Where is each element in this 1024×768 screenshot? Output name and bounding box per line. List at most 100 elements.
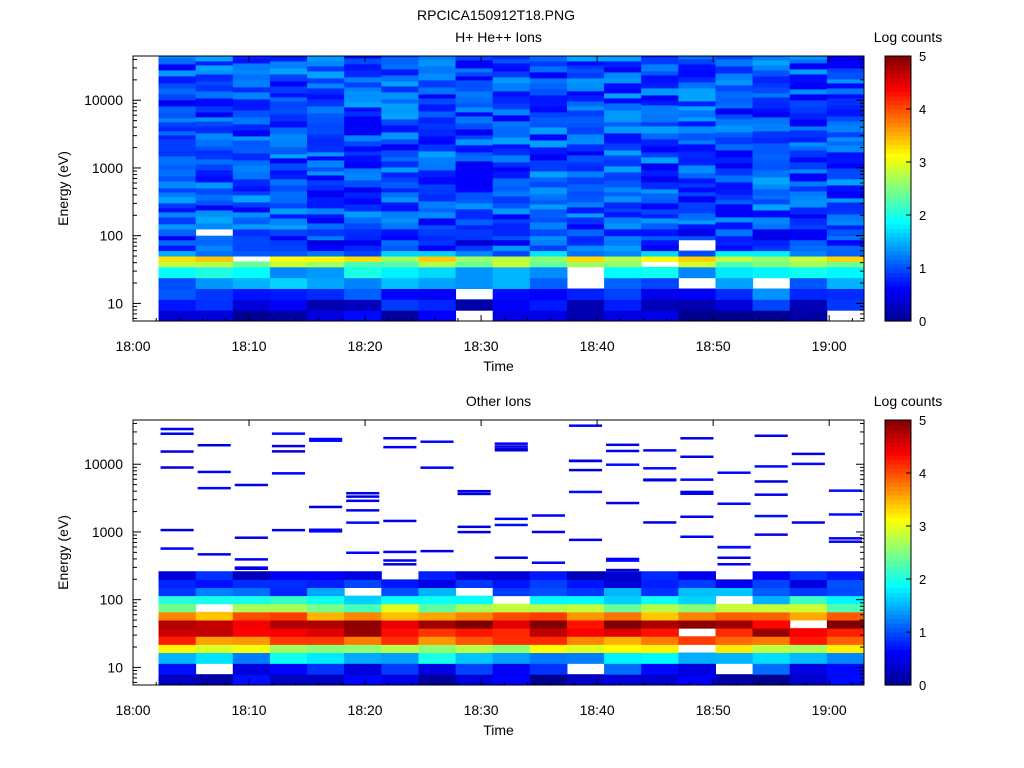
- heatmap-cell: [344, 235, 382, 241]
- heatmap-cell: [715, 266, 754, 279]
- heatmap-cell: [381, 245, 419, 252]
- heatmap-cell: [641, 208, 679, 215]
- heatmap-cell: [381, 235, 419, 241]
- heatmap-cell: [529, 159, 568, 165]
- heatmap-cell: [678, 288, 716, 300]
- heatmap-cell: [826, 620, 865, 629]
- colorbar-step: [885, 450, 911, 456]
- heatmap-cell: [492, 186, 531, 192]
- heatmap-cell: [418, 135, 457, 141]
- heatmap-cell: [566, 165, 605, 172]
- colorbar-tick-label: 3: [919, 519, 926, 534]
- heatmap-cell: [566, 261, 605, 268]
- heatmap-cell: [195, 193, 234, 201]
- heatmap-cell: [455, 644, 494, 654]
- heatmap-cell: [494, 556, 528, 559]
- heatmap-cell: [158, 250, 197, 257]
- heatmap-cell: [604, 159, 642, 167]
- heatmap-cell: [529, 266, 568, 279]
- colorbar-step: [885, 579, 911, 585]
- heatmap-cell: [158, 191, 197, 198]
- heatmap-cell: [789, 213, 828, 219]
- heatmap-cell: [715, 162, 754, 169]
- heatmap-cell: [269, 674, 308, 686]
- heatmap-cell: [752, 188, 791, 196]
- colorbar-step: [885, 627, 911, 633]
- heatmap-cell: [566, 206, 605, 214]
- colorbar-step: [885, 442, 911, 448]
- heatmap-cell: [604, 587, 642, 597]
- heatmap-cell: [232, 579, 271, 588]
- heatmap-cell: [271, 528, 306, 532]
- colorbar-step: [885, 534, 911, 540]
- heatmap-cell: [344, 245, 382, 252]
- heatmap-cell: [492, 82, 531, 88]
- heatmap-cell: [381, 205, 419, 212]
- heatmap-cell: [492, 62, 531, 68]
- heatmap-cell: [604, 88, 642, 94]
- heatmap-cell: [381, 56, 419, 65]
- heatmap-cell: [678, 150, 716, 159]
- heatmap-cell: [381, 250, 419, 257]
- heatmap-cell: [678, 76, 716, 83]
- colorbar-step: [885, 82, 911, 88]
- heatmap-cell: [531, 514, 565, 517]
- heatmap-cell: [307, 261, 345, 268]
- colorbar-step: [885, 78, 911, 84]
- heatmap-cell: [529, 82, 568, 90]
- heatmap-cell: [529, 181, 568, 188]
- colorbar-step: [885, 433, 911, 439]
- heatmap-cell: [269, 587, 308, 597]
- heatmap-cell: [269, 207, 308, 215]
- heatmap-cell: [418, 224, 457, 230]
- heatmap-cell: [232, 194, 271, 203]
- heatmap-cell: [158, 299, 197, 311]
- colorbar-step: [885, 316, 911, 322]
- colorbar-step: [885, 276, 911, 282]
- heatmap-cell: [418, 176, 457, 185]
- colorbar-step: [885, 104, 911, 110]
- heatmap-cell: [232, 86, 271, 93]
- heatmap-cell: [158, 620, 197, 629]
- heatmap-cell: [344, 179, 382, 188]
- heatmap-cell: [678, 125, 716, 134]
- heatmap-cell: [307, 595, 345, 605]
- colorbar-step: [885, 680, 911, 686]
- heatmap-cell: [678, 164, 716, 170]
- heatmap-cell: [158, 595, 197, 605]
- heatmap-cell: [344, 101, 382, 108]
- heatmap-cell: [531, 530, 565, 534]
- colorbar-step: [885, 517, 911, 523]
- heatmap-cell: [346, 499, 380, 503]
- heatmap-cell: [566, 183, 605, 192]
- colorbar-step: [885, 552, 911, 558]
- heatmap-cell: [678, 100, 716, 107]
- heatmap-cell: [678, 674, 716, 686]
- heatmap-cell: [269, 663, 308, 675]
- heatmap-cell: [641, 74, 679, 83]
- heatmap-cell: [383, 519, 417, 523]
- heatmap-cell: [529, 299, 568, 311]
- heatmap-cell: [492, 207, 531, 215]
- heatmap-cell: [529, 94, 568, 103]
- heatmap-cell: [752, 130, 791, 139]
- heatmap-cell: [566, 86, 605, 92]
- heatmap-cell: [455, 172, 494, 181]
- colorbar-step: [885, 184, 911, 190]
- heatmap-cell: [492, 222, 531, 230]
- heatmap-cell: [826, 266, 865, 279]
- heatmap-cell: [678, 636, 716, 645]
- heatmap-cell: [715, 611, 754, 621]
- heatmap-cell: [643, 467, 677, 470]
- heatmap-cell: [566, 628, 605, 637]
- heatmap-cell: [715, 131, 754, 138]
- heatmap-cell: [566, 228, 605, 237]
- heatmap-cell: [826, 644, 865, 654]
- heatmap-cell: [641, 628, 679, 637]
- heatmap-cell: [158, 235, 197, 241]
- heatmap-cell: [715, 84, 754, 92]
- heatmap-cell: [566, 201, 605, 208]
- heatmap-cell: [418, 65, 457, 74]
- heatmap-cell: [381, 56, 419, 58]
- heatmap-cell: [529, 199, 568, 205]
